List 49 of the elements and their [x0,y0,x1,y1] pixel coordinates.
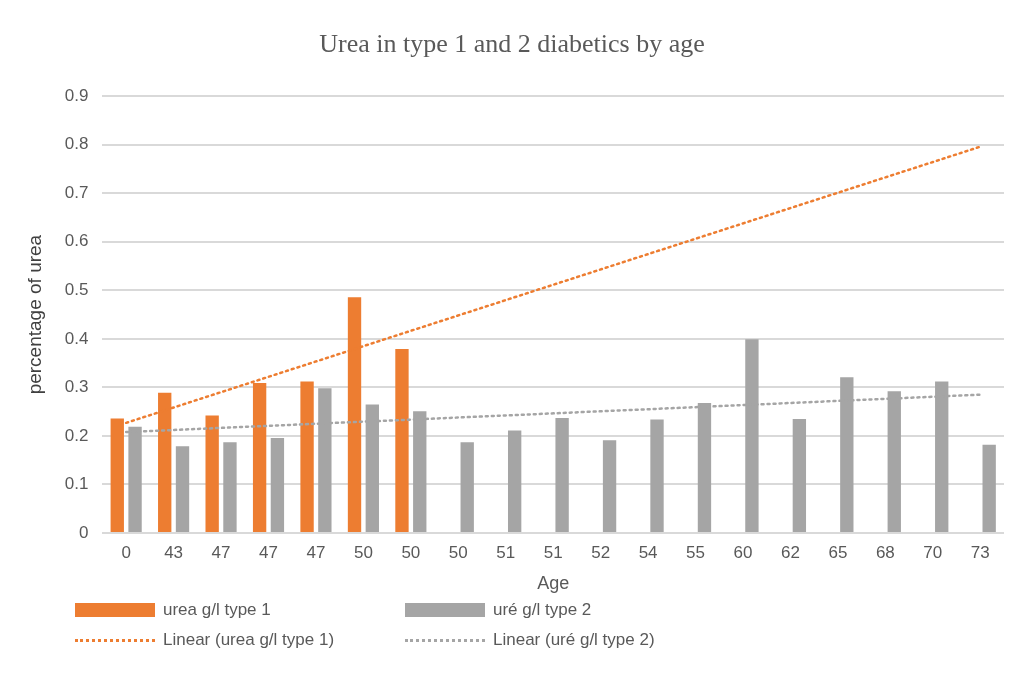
bar [650,419,664,532]
x-tick-label: 47 [259,542,278,562]
y-tick-label: 0.8 [64,134,89,154]
x-tick-label: 50 [353,542,373,562]
bar [507,430,522,532]
bar [205,415,219,532]
x-tick-label: 62 [781,542,800,562]
x-tick-label: 47 [211,542,231,562]
y-tick-label: 0.3 [64,377,89,397]
bar [460,442,474,532]
legend-label: Linear (urea g/l type 1) [163,630,335,650]
x-tick-label: 52 [591,542,611,562]
bar [270,437,285,532]
x-tick-label: 43 [164,542,184,562]
bar [395,349,409,532]
y-tick-label: 0.4 [64,328,89,348]
bar [602,440,617,532]
y-axis-title: percentage of urea [23,234,45,395]
x-axis-title: Age [537,573,570,594]
x-tick-label: 47 [306,542,326,562]
bar [982,444,996,532]
x-tick-label: 0 [121,542,131,562]
x-tick-label: 70 [923,542,943,562]
x-tick-label: 73 [970,542,990,562]
bar [175,446,190,532]
y-tick-label: 0.5 [64,280,89,300]
y-tick-label: 0.7 [64,182,89,202]
legend-label: urea g/l type 1 [163,600,271,620]
y-tick-label: 0 [78,522,89,542]
x-tick-label: 65 [828,542,848,562]
legend-label: uré g/l type 2 [493,600,592,620]
y-tick-label: 0.1 [64,474,89,494]
y-tick-label: 0.9 [64,85,89,105]
bar [555,417,569,532]
x-tick-label: 50 [448,542,468,562]
x-tick-label: 54 [638,542,658,562]
bar [223,442,237,532]
x-tick-label: 51 [496,542,516,562]
x-tick-label: 60 [733,542,753,562]
x-tick-label: 51 [543,542,563,562]
chart-title: Urea in type 1 and 2 diabetics by age [319,29,705,59]
bar [300,381,314,532]
bar [792,418,807,532]
x-tick-label: 55 [686,542,706,562]
x-tick-label: 50 [401,542,421,562]
y-tick-label: 0.2 [64,425,89,445]
x-tick-label: 68 [875,542,895,562]
y-tick-label: 0.6 [64,231,89,251]
legend-label: Linear (uré g/l type 2) [493,630,655,650]
